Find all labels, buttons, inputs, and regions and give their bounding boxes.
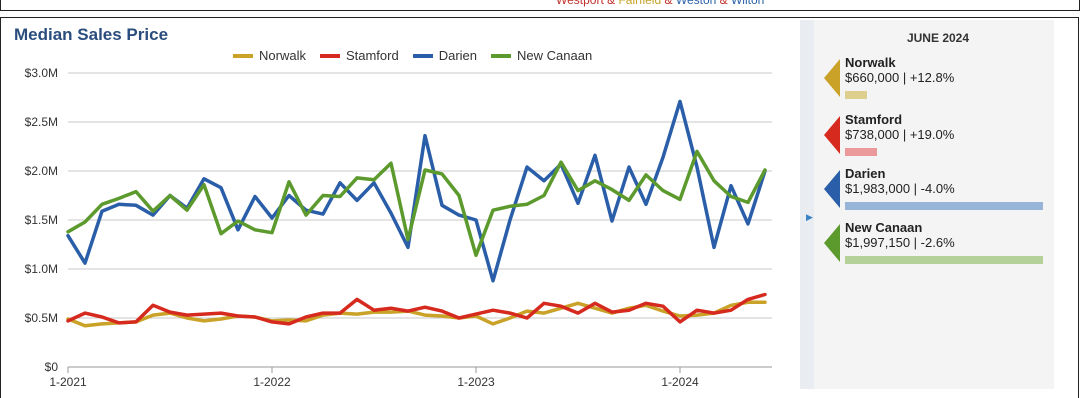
triangle-marker-icon — [824, 59, 840, 97]
legend-item[interactable]: Norwalk — [233, 48, 306, 63]
expand-panel-button[interactable] — [800, 20, 814, 389]
panel-date-label: JUNE 2024 — [903, 31, 973, 45]
legend-label: Stamford — [346, 48, 399, 63]
y-tick-label: $1.5M — [25, 213, 58, 227]
x-tick-label: 1-2023 — [457, 375, 495, 389]
x-tick-label: 1-2022 — [253, 375, 291, 389]
town-name: Stamford — [845, 112, 902, 127]
town-name: Norwalk — [845, 55, 896, 70]
town-value: $1,983,000 | -4.0% — [845, 181, 955, 196]
series-line-darien — [68, 101, 765, 280]
y-tick-label: $2.0M — [25, 164, 58, 178]
town-price-bar — [845, 202, 1043, 210]
town-price-bar — [845, 148, 877, 156]
triangle-marker-icon — [824, 116, 840, 154]
y-tick-label: $0.5M — [25, 311, 58, 325]
triangle-marker-icon — [824, 170, 840, 208]
town-card[interactable]: Darien $1,983,000 | -4.0% — [824, 166, 1049, 226]
town-name: Darien — [845, 166, 885, 181]
town-card[interactable]: Stamford $738,000 | +19.0% — [824, 112, 1049, 172]
chevron-right-icon[interactable]: ▶ — [806, 212, 813, 223]
legend-swatch — [320, 54, 340, 58]
legend-label: Norwalk — [259, 48, 306, 63]
legend-item[interactable]: Darien — [413, 48, 477, 63]
town-price-bar — [845, 91, 867, 99]
town-name: New Canaan — [845, 220, 922, 235]
y-tick-label: $2.5M — [25, 115, 58, 129]
y-tick-label: $0 — [45, 360, 59, 374]
town-card[interactable]: New Canaan $1,997,150 | -2.6% — [824, 220, 1049, 280]
legend-item[interactable]: Stamford — [320, 48, 399, 63]
x-tick-label: 1-2024 — [661, 375, 699, 389]
chart-legend: Norwalk Stamford Darien New Canaan — [233, 48, 592, 63]
town-value: $738,000 | +19.0% — [845, 127, 954, 142]
town-price-bar — [845, 256, 1043, 264]
legend-label: New Canaan — [517, 48, 592, 63]
legend-item[interactable]: New Canaan — [491, 48, 592, 63]
legend-label: Darien — [439, 48, 477, 63]
town-value: $660,000 | +12.8% — [845, 70, 954, 85]
y-tick-label: $3.0M — [25, 66, 58, 80]
legend-swatch — [233, 54, 253, 58]
legend-swatch — [491, 54, 511, 58]
chart-title: Median Sales Price — [14, 25, 168, 45]
x-tick-label: 1-2021 — [49, 375, 87, 389]
triangle-marker-icon — [824, 224, 840, 262]
town-value: $1,997,150 | -2.6% — [845, 235, 955, 250]
legend-swatch — [413, 54, 433, 58]
town-card[interactable]: Norwalk $660,000 | +12.8% — [824, 55, 1049, 115]
y-tick-label: $1.0M — [25, 262, 58, 276]
